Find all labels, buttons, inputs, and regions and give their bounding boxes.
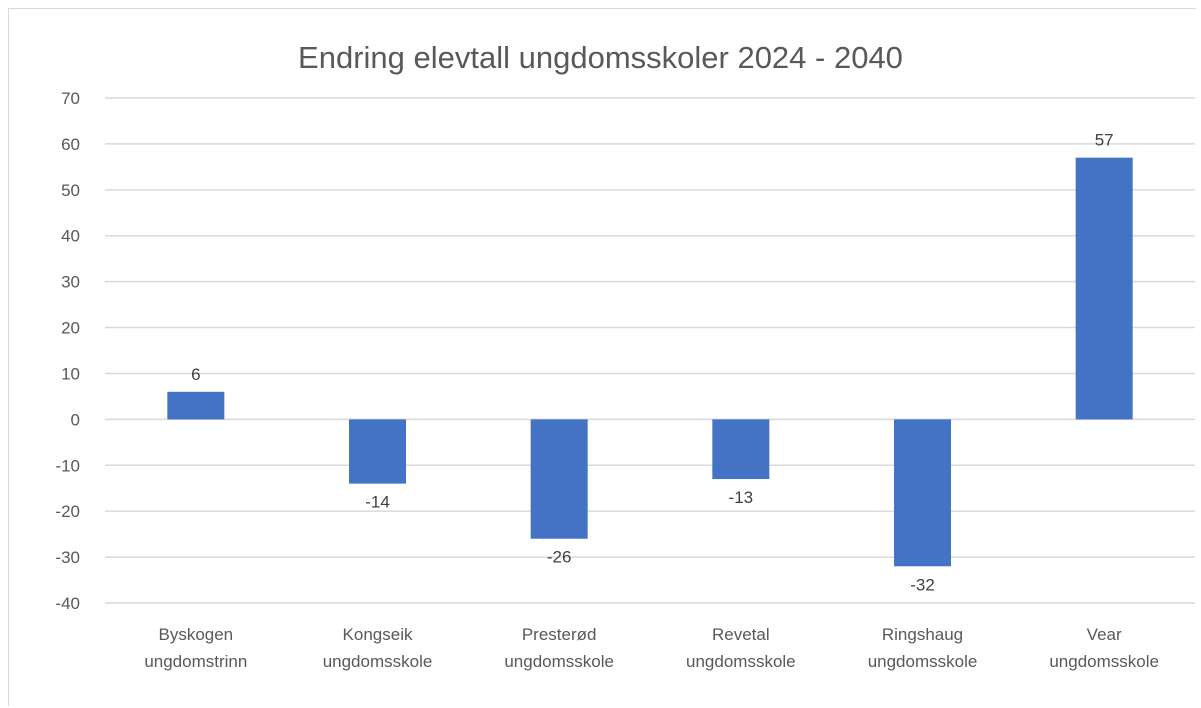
y-tick-label: 60: [61, 135, 80, 154]
x-tick-label: ungdomsskole: [868, 652, 978, 671]
y-tick-label: -10: [55, 456, 80, 475]
data-label: -14: [365, 493, 390, 512]
data-label: 6: [191, 365, 200, 384]
y-tick-label: -40: [55, 594, 80, 613]
bar: [894, 419, 951, 567]
x-tick-label: ungdomsskole: [504, 652, 614, 671]
y-tick-label: 50: [61, 181, 80, 200]
chart-title: Endring elevtall ungdomsskoler 2024 - 20…: [298, 40, 903, 75]
x-tick-label: ungdomstrinn: [144, 652, 247, 671]
data-label: 57: [1095, 131, 1114, 150]
bar: [530, 419, 588, 539]
y-tick-label: -20: [55, 502, 80, 521]
chart-frame: [8, 8, 1196, 706]
y-tick-label: 30: [61, 273, 80, 292]
y-tick-label: -30: [55, 548, 80, 567]
y-tick-label: 40: [61, 227, 80, 246]
bar: [167, 391, 225, 420]
x-tick-label: Vear: [1087, 625, 1122, 644]
bar: [349, 419, 406, 484]
bar: [1075, 157, 1133, 420]
x-tick-label: Ringshaug: [882, 625, 963, 644]
bar: [712, 419, 770, 480]
x-tick-label: Byskogen: [158, 625, 233, 644]
x-tick-label: Presterød: [522, 625, 597, 644]
x-tick-label: Revetal: [712, 625, 770, 644]
x-tick-label: ungdomsskole: [686, 652, 796, 671]
data-label: -26: [547, 548, 572, 567]
y-tick-label: 70: [61, 89, 80, 108]
data-label: -13: [729, 488, 754, 507]
data-label: -32: [910, 575, 935, 594]
y-tick-label: 10: [61, 364, 80, 383]
x-tick-label: Kongseik: [343, 625, 413, 644]
y-tick-label: 0: [71, 410, 80, 429]
x-tick-label: ungdomsskole: [1049, 652, 1159, 671]
x-tick-label: ungdomsskole: [323, 652, 433, 671]
y-tick-label: 20: [61, 319, 80, 338]
